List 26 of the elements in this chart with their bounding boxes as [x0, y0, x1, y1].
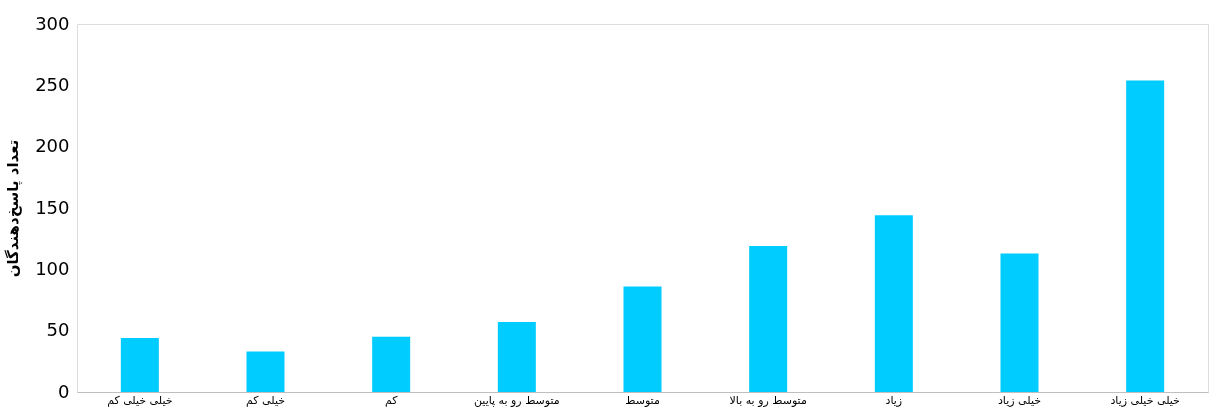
x-tick-label: زیاد: [885, 393, 903, 407]
bar: [623, 286, 662, 392]
x-tick-label: خیلی خیلی کم: [107, 393, 173, 407]
x-tick-label: متوسط رو به پایین: [473, 393, 560, 407]
y-axis-title: تعداد پاسخ‌دهندگان: [4, 139, 24, 278]
y-tick-label: 250: [35, 73, 70, 95]
bar: [246, 351, 285, 392]
x-tick-label: خیلی کم: [246, 393, 285, 407]
bar: [120, 338, 159, 392]
bar: [749, 246, 788, 392]
bar: [372, 336, 411, 392]
bar: [1126, 80, 1165, 392]
x-tick-label: متوسط رو به بالا: [729, 393, 807, 407]
x-tick-label: متوسط: [625, 393, 660, 407]
y-tick-label: 200: [35, 135, 70, 157]
x-tick-label: خیلی خیلی زیاد: [1110, 393, 1180, 407]
bar: [874, 215, 913, 392]
bar: [497, 322, 536, 392]
y-tick-label: 0: [58, 380, 70, 402]
y-tick-label: 50: [46, 319, 70, 341]
y-tick-label: 300: [35, 12, 70, 34]
bar: [1000, 253, 1039, 392]
x-tick-label: خیلی زیاد: [997, 393, 1042, 407]
x-tick-label: کم: [384, 393, 399, 407]
y-tick-label: 100: [35, 257, 70, 279]
y-tick-label: 150: [35, 196, 70, 218]
